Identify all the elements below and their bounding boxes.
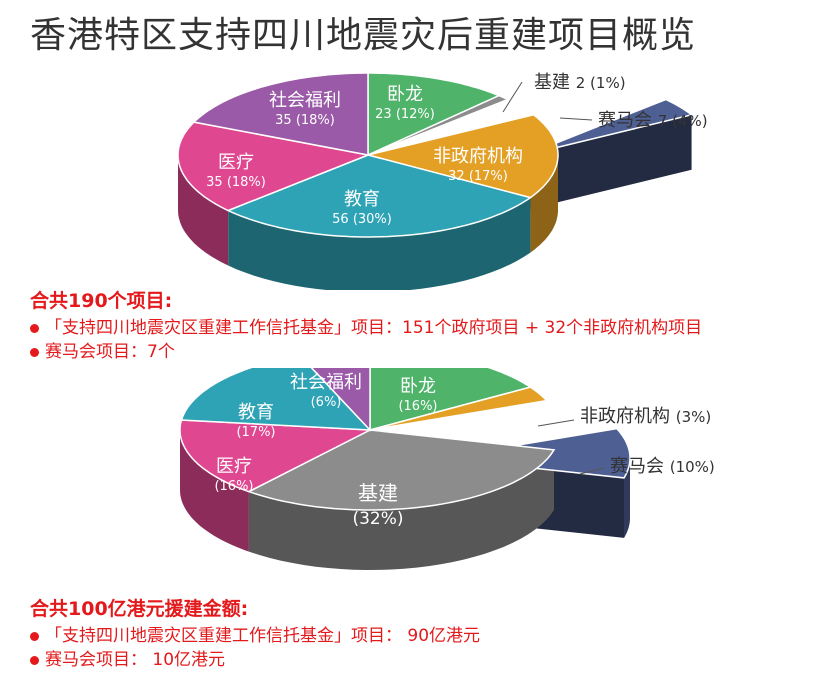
- leader-line: [579, 467, 605, 475]
- slice-name-label: 卧龙: [400, 376, 436, 397]
- slice-value-label: (16%): [214, 479, 253, 494]
- bullet-icon: [30, 347, 39, 357]
- slice-name-label: 基建: [358, 481, 398, 505]
- pie-slice-社会福利: [310, 368, 371, 432]
- pie-slice-教育: [226, 154, 533, 238]
- slice-value-label: 32 (17%): [448, 169, 508, 184]
- slice-value-label: (17%): [236, 425, 275, 440]
- summary-line-text: 「支持四川地震灾区重建工作信托基金」项目：151个政府项目 + 32个非政府机构…: [45, 318, 703, 338]
- pie-slice-基建: [246, 429, 556, 511]
- pie-chart-projects: 卧龙 23 (12%) 基建 2 (1%) 赛马会 7 (4%) 非政府机构 32 (17…: [177, 72, 708, 290]
- summary-line: 赛马会项目：7个: [30, 340, 702, 364]
- pie-side-非政府机构: [530, 155, 558, 253]
- slice-name-label: 医疗: [216, 456, 252, 477]
- bullet-icon: [30, 655, 39, 665]
- pie-slice-基建: [367, 94, 510, 156]
- slice-value-label: (32%): [352, 509, 403, 529]
- slice-name-label: 社会福利: [269, 90, 341, 111]
- leader-line: [537, 419, 575, 427]
- slice-value-label: (6%): [311, 395, 342, 410]
- summary-line: 「支持四川地震灾区重建工作信托基金」项目：151个政府项目 + 32个非政府机构…: [30, 316, 702, 340]
- slice-name-label: 非政府机构: [580, 406, 676, 427]
- summary-line: 「支持四川地震灾区重建工作信托基金」项目： 90亿港元: [30, 624, 480, 648]
- pie-side-赛马会: [624, 458, 630, 538]
- pie-wall-赛马会: [526, 114, 692, 210]
- slice-name-label: 教育: [238, 402, 274, 423]
- slice-value-label: 56 (30%): [332, 212, 392, 227]
- pie-side-基建: [248, 449, 554, 570]
- pie-slice-卧龙: [367, 72, 501, 157]
- pie-side-医疗: [178, 155, 229, 266]
- leader-line: [502, 81, 523, 113]
- slice-value-label: 35 (18%): [206, 175, 266, 190]
- pie-slice-非政府机构: [367, 113, 559, 199]
- slice-value-label: (3%): [676, 408, 712, 426]
- summary-line-text: 赛马会项目：7个: [45, 342, 175, 362]
- slice-name-label: 卧龙: [387, 84, 423, 105]
- slice-value-label: (10%): [670, 458, 715, 476]
- summary-heading: 合共190个项目:: [30, 290, 173, 312]
- slice-name-label: 社会福利: [290, 372, 362, 393]
- pie-slice-医疗: [179, 419, 373, 493]
- pie-slice-医疗: [177, 121, 371, 212]
- pie-side-教育: [228, 197, 531, 290]
- summary-heading: 合共100亿港元援建金额:: [30, 598, 249, 620]
- slice-name-label: 非政府机构: [433, 146, 523, 167]
- summary-line-text: 赛马会项目： 10亿港元: [45, 650, 226, 670]
- slice-name-label: 基建: [534, 72, 576, 93]
- slice-callout-label: 非政府机构 (3%): [580, 406, 711, 427]
- pie-slice-非政府机构: [369, 386, 549, 431]
- slice-name-label: 教育: [344, 189, 380, 210]
- summary-funding: 合共100亿港元援建金额: 「支持四川地震灾区重建工作信托基金」项目： 90亿港…: [30, 594, 480, 672]
- bullet-icon: [30, 631, 39, 641]
- slice-callout-label: 基建 2 (1%): [534, 72, 626, 93]
- slice-value-label: 23 (12%): [375, 107, 435, 122]
- summary-line: 赛马会项目： 10亿港元: [30, 648, 480, 672]
- pie-chart-funding: 卧龙 (16%) 非政府机构 (3%) 赛马会 (10%) 基建 (32%) 医疗 (16%)…: [179, 368, 715, 570]
- slice-value-label: 35 (18%): [275, 113, 335, 128]
- slice-value-label: (16%): [398, 399, 437, 414]
- summary-line-text: 「支持四川地震灾区重建工作信托基金」项目： 90亿港元: [45, 626, 481, 646]
- slice-name-label: 赛马会: [610, 456, 670, 477]
- page-title: 香港特区支持四川地震灾后重建项目概览: [30, 15, 697, 56]
- slice-name-label: 医疗: [218, 152, 254, 173]
- pie-slice-社会福利: [192, 72, 369, 156]
- pie-slice-教育: [180, 368, 372, 431]
- slice-value-label: 7 (4%): [658, 112, 708, 130]
- slice-callout-label: 赛马会 7 (4%): [598, 110, 708, 131]
- summary-projects: 合共190个项目: 「支持四川地震灾区重建工作信托基金」项目：151个政府项目 …: [30, 286, 702, 364]
- slice-value-label: 2 (1%): [576, 74, 626, 92]
- pie-side-医疗: [180, 430, 249, 552]
- slice-name-label: 赛马会: [598, 110, 658, 131]
- pie-slice-卧龙: [369, 368, 533, 431]
- leader-line: [559, 117, 593, 121]
- pie-slice-赛马会: [525, 98, 694, 156]
- slice-callout-label: 赛马会 (10%): [610, 456, 715, 477]
- bullet-icon: [30, 323, 39, 333]
